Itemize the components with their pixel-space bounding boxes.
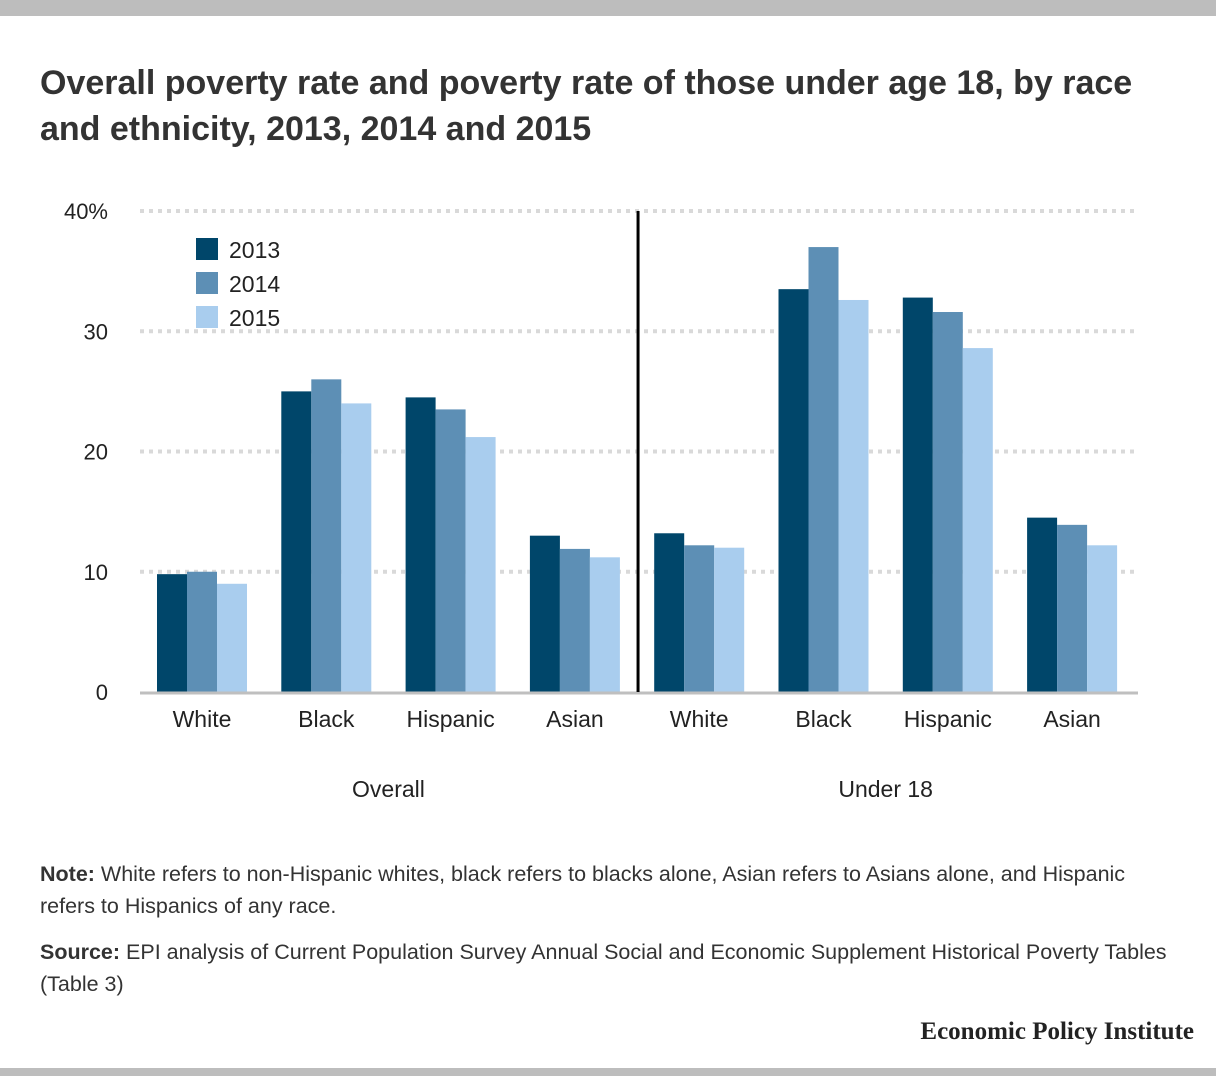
bar-2014-black xyxy=(808,247,839,692)
bar-2015-hispanic xyxy=(465,437,496,692)
y-tick-label: 10 xyxy=(84,560,108,585)
legend-swatch-2015 xyxy=(196,306,218,328)
bar-2014-black xyxy=(311,379,342,692)
bar-chart: 0 10 20 30 40% White Black Hispanic Asian White B… xyxy=(64,199,1138,802)
source-lead: Source: xyxy=(40,940,121,964)
chart-title: Overall poverty rate and poverty rate of… xyxy=(40,64,1133,148)
category-label: Black xyxy=(795,706,852,732)
bar-2013-white xyxy=(157,574,187,692)
legend-label: 2014 xyxy=(229,271,280,297)
y-tick-label: 0 xyxy=(96,680,108,705)
bar-2013-black xyxy=(281,391,312,692)
x-axis-category-labels: White Black Hispanic Asian White Black Hispani… xyxy=(173,706,1101,732)
bars xyxy=(157,247,1118,692)
legend-swatch-2014 xyxy=(196,272,218,294)
note-text: Note: White refers to non-Hispanic white… xyxy=(40,858,1180,922)
bar-2014-white xyxy=(187,571,217,692)
bar-2014-asian xyxy=(1057,524,1088,692)
bar-2014-hispanic xyxy=(435,409,466,692)
note-lead: Note: xyxy=(40,862,95,886)
bottom-border-bar xyxy=(0,1068,1216,1076)
bar-2013-white xyxy=(654,533,685,692)
bar-2014-white xyxy=(684,545,715,692)
source-text: Source: EPI analysis of Current Populati… xyxy=(40,936,1180,1000)
group-label: Under 18 xyxy=(838,776,933,802)
bar-2013-hispanic xyxy=(405,397,436,692)
bar-2014-hispanic xyxy=(932,312,963,692)
bar-2013-asian xyxy=(1027,517,1058,692)
group-label: Overall xyxy=(352,776,425,802)
bar-2015-white xyxy=(217,583,247,692)
category-label: Asian xyxy=(546,706,604,732)
category-label: Hispanic xyxy=(406,706,494,732)
top-border-bar xyxy=(0,0,1216,16)
legend-label: 2013 xyxy=(229,237,280,263)
bar-2015-white xyxy=(714,547,745,692)
bar-2015-asian xyxy=(1087,545,1118,692)
legend-label: 2015 xyxy=(229,305,280,331)
bar-2015-hispanic xyxy=(962,348,993,692)
x-axis-group-labels: Overall Under 18 xyxy=(352,776,933,802)
bar-2015-black xyxy=(838,299,869,692)
bar-2013-black xyxy=(778,289,809,692)
y-tick-label: 30 xyxy=(84,319,108,344)
category-label: White xyxy=(173,706,232,732)
y-axis-ticks: 0 10 20 30 40% xyxy=(64,199,108,705)
note-body: White refers to non-Hispanic whites, bla… xyxy=(40,862,1126,918)
bar-2015-black xyxy=(341,403,372,692)
category-label: Black xyxy=(298,706,355,732)
bar-2015-asian xyxy=(589,557,620,692)
source-body: EPI analysis of Current Population Surve… xyxy=(40,940,1167,996)
category-label: Hispanic xyxy=(904,706,992,732)
legend-swatch-2013 xyxy=(196,238,218,260)
bar-2014-asian xyxy=(559,548,590,692)
bar-2013-hispanic xyxy=(902,297,933,692)
y-tick-label: 40% xyxy=(64,199,108,224)
bar-2013-asian xyxy=(529,535,560,692)
category-label: Asian xyxy=(1043,706,1101,732)
axes xyxy=(140,211,1138,695)
category-label: White xyxy=(670,706,729,732)
legend: 2013 2014 2015 xyxy=(196,237,280,331)
y-tick-label: 20 xyxy=(84,440,108,465)
epi-logo-text: Economic Policy Institute xyxy=(920,1018,1194,1045)
